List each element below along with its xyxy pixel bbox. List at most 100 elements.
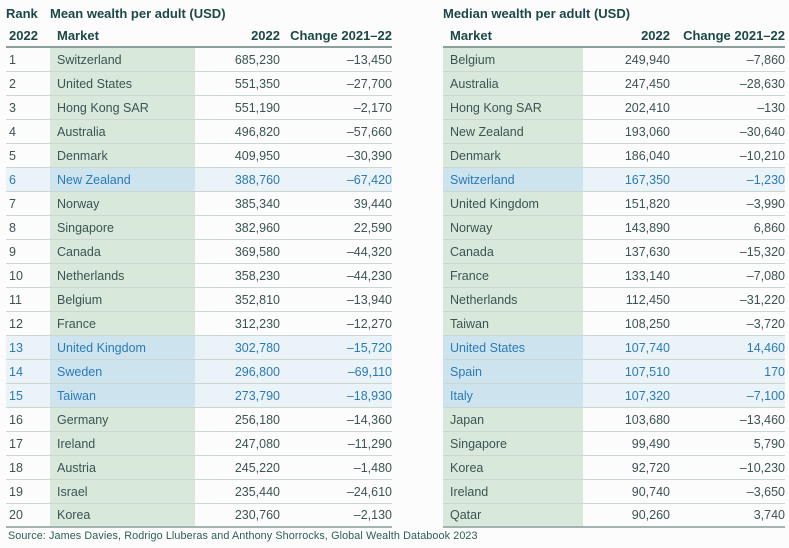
change-cell: –13,460 [739,412,785,427]
change-cell: –13,940 [346,292,392,307]
value-cell: 382,960 [234,220,280,235]
table-row: Ireland 90,740 –3,650 [443,480,785,504]
change-cell: –27,700 [346,76,392,91]
market-cell: Korea [50,504,195,526]
market-cell: Italy [443,384,583,407]
market-cell: Switzerland [50,48,195,71]
change-column-header: Change 2021–22 [683,27,785,43]
table-row: 15 Taiwan 273,790 –18,930 [6,384,392,408]
table-row: 18 Austria 245,220 –1,480 [6,456,392,480]
change-cell: 5,790 [753,436,785,451]
change-cell: –57,660 [346,124,392,139]
rank-cell: 2 [9,76,16,91]
change-cell: –10,210 [739,148,785,163]
table-row: 7 Norway 385,340 39,440 [6,192,392,216]
value-column-header: 2022 [641,27,670,43]
table-row: Japan 103,680 –13,460 [443,408,785,432]
value-cell: 202,410 [624,100,670,115]
market-cell: Hong Kong SAR [443,96,583,119]
table-row: 5 Denmark 409,950 –30,390 [6,144,392,168]
value-cell: 247,450 [624,76,670,91]
source-note: Source: James Davies, Rodrigo Lluberas a… [8,530,478,542]
mean-table-body: 1 Switzerland 685,230 –13,450 2 United States… [6,48,392,528]
market-cell: Canada [50,240,195,263]
market-cell: United Kingdom [443,192,583,215]
change-cell: –31,220 [739,292,785,307]
value-cell: 496,820 [234,124,280,139]
market-cell: Austria [50,456,195,479]
rank-cell: 4 [9,124,16,139]
table-row: Hong Kong SAR 202,410 –130 [443,96,785,120]
value-cell: 245,220 [234,460,280,475]
rank-cell: 12 [9,316,23,331]
table-row: 9 Canada 369,580 –44,320 [6,240,392,264]
mean-wealth-table: Rank Mean wealth per adult (USD) 2022 Ma… [6,2,392,528]
market-cell: Norway [443,216,583,239]
rank-cell: 1 [9,52,16,67]
rank-cell: 3 [9,100,16,115]
value-cell: 99,490 [631,436,670,451]
market-cell: Norway [50,192,195,215]
table-row: Norway 143,890 6,860 [443,216,785,240]
change-cell: –7,080 [746,268,785,283]
value-cell: 107,320 [624,388,670,403]
change-cell: –30,640 [739,124,785,139]
rank-cell: 5 [9,148,16,163]
market-cell: Japan [443,408,583,431]
table-row: United Kingdom 151,820 –3,990 [443,192,785,216]
change-cell: 22,590 [353,220,392,235]
rank-cell: 8 [9,220,16,235]
table-row: 10 Netherlands 358,230 –44,230 [6,264,392,288]
rank-cell: 20 [9,508,23,522]
rank-cell: 11 [9,292,22,307]
table-row: Spain 107,510 170 [443,360,785,384]
rank-year-header: 2022 [9,27,38,43]
change-cell: –15,320 [739,244,785,259]
value-column-header: 2022 [251,27,280,43]
change-cell: –1,230 [746,172,785,187]
rank-cell: 16 [9,412,23,427]
table-row: Singapore 99,490 5,790 [443,432,785,456]
market-cell: France [443,264,583,287]
change-cell: –3,720 [746,316,785,331]
table-row: Italy 107,320 –7,100 [443,384,785,408]
market-cell: Hong Kong SAR [50,96,195,119]
rank-cell: 7 [9,196,16,211]
change-cell: 39,440 [353,196,392,211]
table-row: Qatar 90,260 3,740 [443,504,785,528]
table-row: United States 107,740 14,460 [443,336,785,360]
value-cell: 90,260 [631,508,670,522]
value-cell: 369,580 [234,244,280,259]
value-cell: 302,780 [234,340,280,355]
table-row: France 133,140 –7,080 [443,264,785,288]
market-cell: Sweden [50,360,195,383]
mean-table-title: Mean wealth per adult (USD) [50,5,226,21]
table-row: Denmark 186,040 –10,210 [443,144,785,168]
table-row: 14 Sweden 296,800 –69,110 [6,360,392,384]
market-cell: Qatar [443,504,583,526]
market-cell: Australia [50,120,195,143]
rank-cell: 18 [9,460,23,475]
change-cell: 6,860 [753,220,785,235]
change-cell: –2,130 [353,508,392,522]
table-row: Switzerland 167,350 –1,230 [443,168,785,192]
market-cell: Singapore [50,216,195,239]
rank-cell: 10 [9,268,23,283]
market-cell: Netherlands [443,288,583,311]
value-cell: 167,350 [624,172,670,187]
change-cell: 3,740 [753,508,785,522]
table-row: 1 Switzerland 685,230 –13,450 [6,48,392,72]
table-row: 19 Israel 235,440 –24,610 [6,480,392,504]
market-cell: Belgium [50,288,195,311]
market-cell: Spain [443,360,583,383]
market-cell: Singapore [443,432,583,455]
change-cell: –69,110 [347,364,392,379]
market-cell: Israel [50,480,195,503]
change-cell: –130 [757,100,785,115]
change-cell: –10,230 [739,460,785,475]
value-cell: 388,760 [234,172,280,187]
table-row: 17 Ireland 247,080 –11,290 [6,432,392,456]
change-cell: –12,270 [346,316,392,331]
value-cell: 107,740 [624,340,670,355]
